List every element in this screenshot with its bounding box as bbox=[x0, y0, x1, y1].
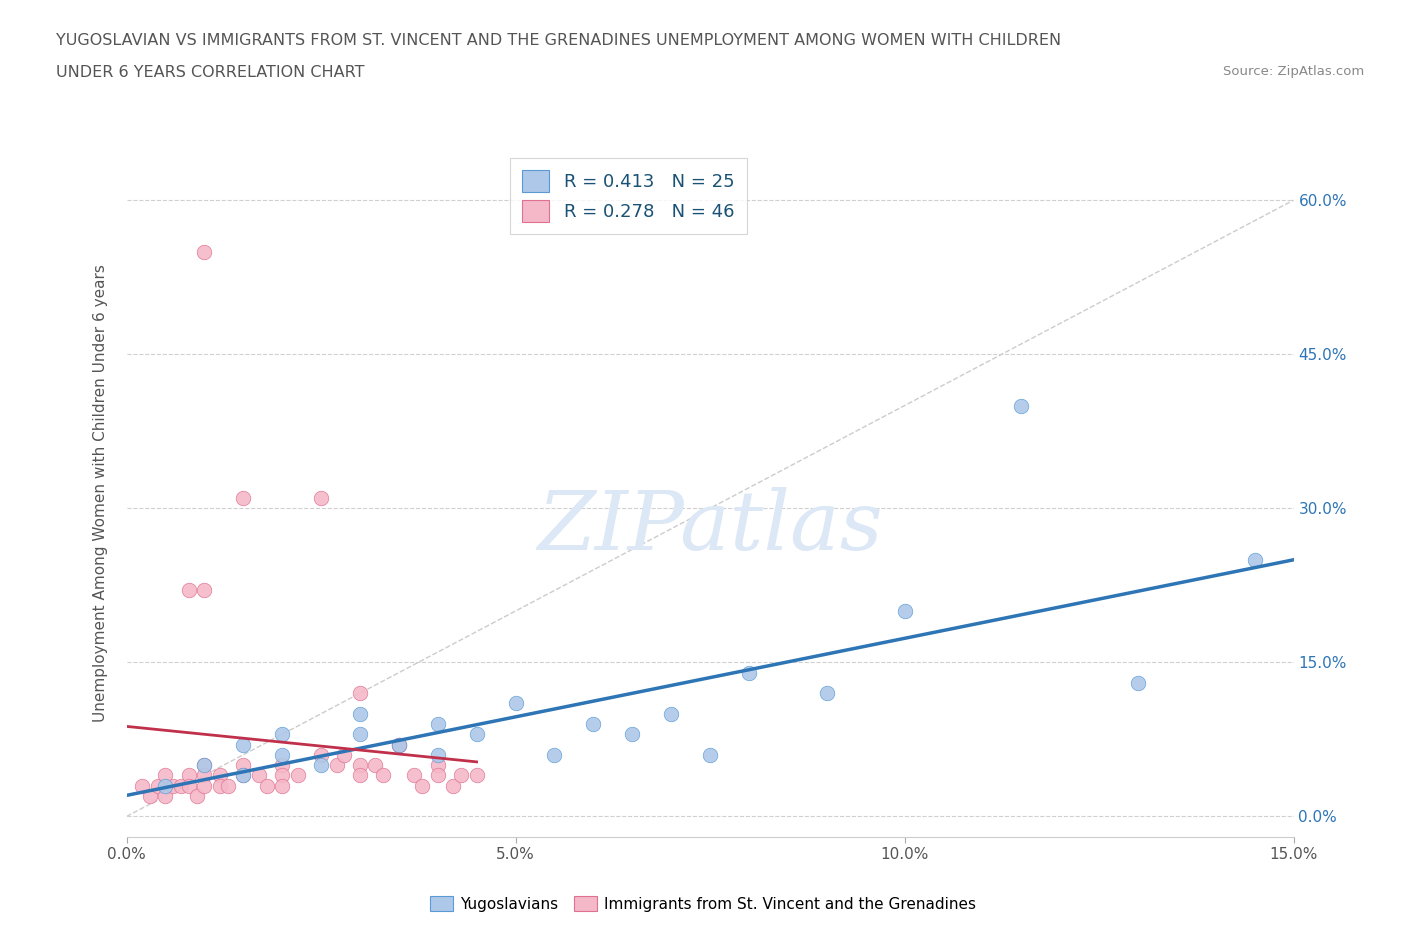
Point bbox=[287, 768, 309, 783]
Text: ZIPatlas: ZIPatlas bbox=[537, 487, 883, 567]
Point bbox=[388, 737, 411, 752]
Point bbox=[186, 789, 208, 804]
Text: YUGOSLAVIAN VS IMMIGRANTS FROM ST. VINCENT AND THE GRENADINES UNEMPLOYMENT AMONG: YUGOSLAVIAN VS IMMIGRANTS FROM ST. VINCE… bbox=[56, 33, 1062, 47]
Point bbox=[193, 758, 215, 773]
Point bbox=[893, 604, 915, 618]
Point bbox=[1126, 675, 1149, 690]
Point bbox=[232, 768, 254, 783]
Point bbox=[271, 778, 294, 793]
Point bbox=[247, 768, 270, 783]
Point bbox=[193, 244, 215, 259]
Point bbox=[699, 748, 721, 763]
Point bbox=[309, 758, 332, 773]
Point bbox=[1243, 552, 1265, 567]
Point bbox=[271, 758, 294, 773]
Point bbox=[131, 778, 153, 793]
Point bbox=[177, 583, 200, 598]
Point bbox=[309, 748, 332, 763]
Point bbox=[349, 727, 371, 742]
Point bbox=[738, 665, 761, 680]
Point bbox=[505, 696, 527, 711]
Point bbox=[325, 758, 347, 773]
Point bbox=[155, 778, 177, 793]
Point bbox=[170, 778, 193, 793]
Point bbox=[426, 717, 449, 732]
Text: Source: ZipAtlas.com: Source: ZipAtlas.com bbox=[1223, 65, 1364, 78]
Point bbox=[543, 748, 565, 763]
Point bbox=[309, 491, 332, 506]
Point bbox=[349, 758, 371, 773]
Point bbox=[815, 685, 838, 700]
Point bbox=[349, 706, 371, 721]
Point bbox=[1010, 398, 1032, 413]
Point bbox=[441, 778, 464, 793]
Y-axis label: Unemployment Among Women with Children Under 6 years: Unemployment Among Women with Children U… bbox=[93, 264, 108, 722]
Point bbox=[404, 768, 426, 783]
Point bbox=[193, 758, 215, 773]
Point bbox=[193, 768, 215, 783]
Point bbox=[582, 717, 605, 732]
Point bbox=[193, 778, 215, 793]
Point bbox=[232, 758, 254, 773]
Point bbox=[411, 778, 433, 793]
Point bbox=[155, 768, 177, 783]
Point bbox=[388, 737, 411, 752]
Point bbox=[232, 737, 254, 752]
Point bbox=[217, 778, 239, 793]
Point bbox=[177, 778, 200, 793]
Point bbox=[465, 727, 488, 742]
Point bbox=[388, 737, 411, 752]
Point bbox=[193, 583, 215, 598]
Point bbox=[621, 727, 644, 742]
Point bbox=[271, 727, 294, 742]
Point bbox=[139, 789, 162, 804]
Point bbox=[232, 768, 254, 783]
Legend: R = 0.413   N = 25, R = 0.278   N = 46: R = 0.413 N = 25, R = 0.278 N = 46 bbox=[509, 158, 747, 234]
Point bbox=[450, 768, 472, 783]
Point bbox=[349, 768, 371, 783]
Point bbox=[232, 491, 254, 506]
Point bbox=[271, 748, 294, 763]
Point bbox=[208, 768, 231, 783]
Point bbox=[333, 748, 356, 763]
Point bbox=[271, 768, 294, 783]
Text: UNDER 6 YEARS CORRELATION CHART: UNDER 6 YEARS CORRELATION CHART bbox=[56, 65, 364, 80]
Point bbox=[373, 768, 395, 783]
Point bbox=[208, 778, 231, 793]
Point bbox=[177, 768, 200, 783]
Legend: Yugoslavians, Immigrants from St. Vincent and the Grenadines: Yugoslavians, Immigrants from St. Vincen… bbox=[423, 889, 983, 918]
Point bbox=[155, 789, 177, 804]
Point bbox=[364, 758, 387, 773]
Point bbox=[256, 778, 278, 793]
Point bbox=[349, 685, 371, 700]
Point bbox=[146, 778, 169, 793]
Point bbox=[426, 758, 449, 773]
Point bbox=[426, 748, 449, 763]
Point bbox=[426, 768, 449, 783]
Point bbox=[162, 778, 184, 793]
Point bbox=[659, 706, 682, 721]
Point bbox=[465, 768, 488, 783]
